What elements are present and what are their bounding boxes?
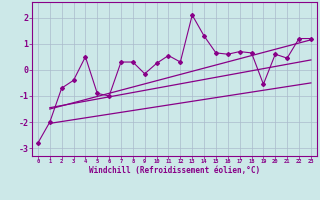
X-axis label: Windchill (Refroidissement éolien,°C): Windchill (Refroidissement éolien,°C)	[89, 166, 260, 175]
